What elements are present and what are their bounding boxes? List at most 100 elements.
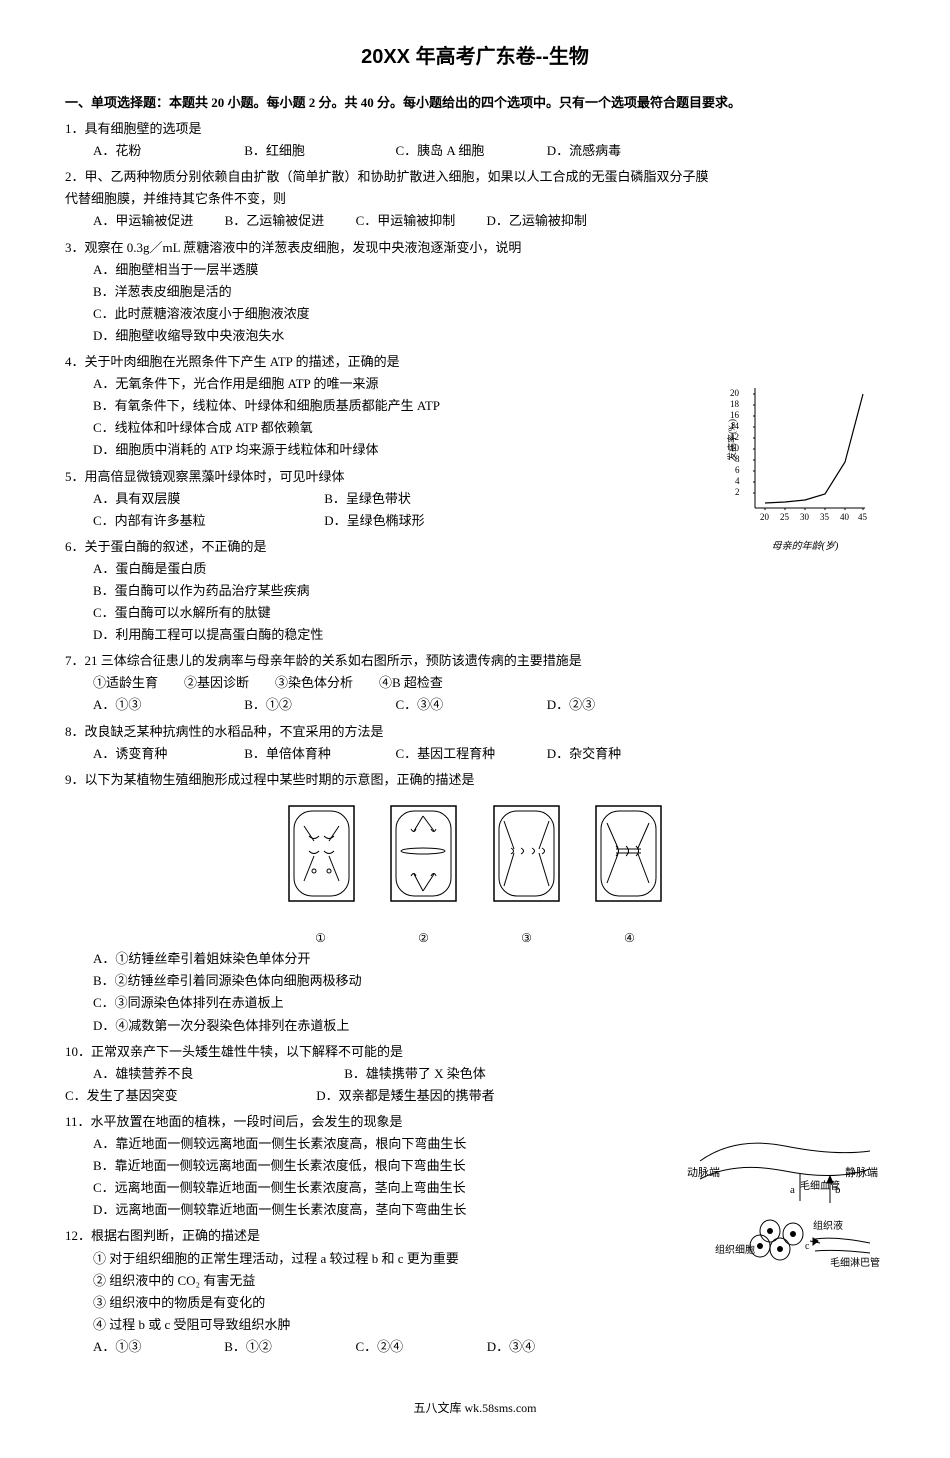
q-text: 关于叶肉细胞在光照条件下产生 ATP 的描述，正确的是 [85, 354, 400, 369]
svg-text:45: 45 [858, 512, 868, 522]
footer: 五八文库 wk.58sms.com [65, 1398, 885, 1418]
option: C．②④ [356, 1336, 456, 1358]
option: D．流感病毒 [547, 140, 621, 162]
svg-text:35: 35 [820, 512, 830, 522]
option: C．发生了基因突变 [65, 1085, 285, 1107]
q-text: 水平放置在地面的植株，一段时间后，会发生的现象是 [91, 1114, 403, 1129]
option: C．此时蔗糖溶液浓度小于细胞液浓度 [93, 303, 449, 325]
option: B．雄犊携带了 X 染色体 [344, 1063, 486, 1085]
q-num: 5． [65, 469, 85, 484]
svg-text:a: a [790, 1184, 795, 1196]
option: B．洋葱表皮细胞是活的 [93, 281, 449, 303]
label-vein: 静脉端 [845, 1165, 878, 1179]
svg-text:20: 20 [760, 512, 770, 522]
option: B．②纺锤丝牵引着同源染色体向细胞两极移动 [93, 970, 885, 992]
option: C．甲运输被抑制 [356, 210, 456, 232]
q-num: 2． [65, 169, 85, 184]
q-num: 12． [65, 1228, 91, 1243]
question-9: 9．以下为某植物生殖细胞形成过程中某些时期的示意图，正确的描述是 [65, 769, 885, 1037]
option: A．雄犊营养不良 [93, 1063, 313, 1085]
page-title: 20XX 年高考广东卷--生物 [65, 40, 885, 74]
option: C．③④ [396, 694, 516, 716]
q-text: 以下为某植物生殖细胞形成过程中某些时期的示意图，正确的描述是 [85, 772, 475, 787]
option: D．③④ [487, 1336, 535, 1358]
q-text: 正常双亲产下一头矮生雄性牛犊，以下解释不可能的是 [91, 1044, 403, 1059]
option: D．双亲都是矮生基因的携带者 [316, 1085, 494, 1107]
option: A．①③ [93, 694, 213, 716]
q-num: 1． [65, 121, 85, 136]
option: C．③同源染色体排列在赤道板上 [93, 992, 885, 1014]
q-num: 9． [65, 772, 85, 787]
chart-xlabel: 母亲的年龄(岁) [725, 538, 885, 555]
option: A．诱变育种 [93, 743, 213, 765]
section-header: 一、单项选择题：本题共 20 小题。每小题 2 分。共 40 分。每小题给出的四… [65, 92, 885, 114]
question-7: 7．21 三体综合征患儿的发病率与母亲年龄的关系如右图所示，预防该遗传病的主要措… [65, 650, 885, 716]
option: A．蛋白酶是蛋白质 [93, 558, 885, 580]
option: B．①② [224, 1336, 324, 1358]
cell-diagrams [65, 801, 885, 918]
option: A．①③ [93, 1336, 193, 1358]
option: C．基因工程育种 [396, 743, 516, 765]
option: B．红细胞 [244, 140, 364, 162]
question-3: 3．观察在 0.3g／mL 蔗糖溶液中的洋葱表皮细胞，发现中央液泡逐渐变小，说明… [65, 237, 885, 347]
label-artery: 动脉端 [687, 1165, 720, 1179]
option: D．呈绿色椭球形 [324, 510, 424, 532]
option: B．乙运输被促进 [225, 210, 325, 232]
question-2: 2．甲、乙两种物质分别依赖自由扩散（简单扩散）和协助扩散进入细胞，如果以人工合成… [65, 166, 885, 232]
option: A．①纺锤丝牵引着姐妹染色单体分开 [93, 948, 885, 970]
svg-text:25: 25 [780, 512, 790, 522]
q-num: 3． [65, 240, 85, 255]
sub-item: ④ 过程 b 或 c 受阻可导致组织水肿 [93, 1314, 885, 1336]
question-10: 10．正常双亲产下一头矮生雄性牛犊，以下解释不可能的是 A．雄犊营养不良 B．雄… [65, 1041, 885, 1107]
svg-text:20: 20 [730, 388, 740, 398]
option: B．单倍体育种 [244, 743, 364, 765]
chart-ylabel: 发病率(‰) [726, 419, 737, 461]
q-text: 根据右图判断，正确的描述是 [91, 1228, 260, 1243]
option: B．呈绿色带状 [324, 488, 411, 510]
q-num: 10． [65, 1044, 91, 1059]
option: C．内部有许多基粒 [93, 510, 293, 532]
svg-text:30: 30 [800, 512, 810, 522]
svg-text:16: 16 [730, 410, 740, 420]
q-text: 用高倍显微镜观察黑藻叶绿体时，可见叶绿体 [85, 469, 345, 484]
q-num: 11． [65, 1114, 91, 1129]
q-text: 改良缺乏某种抗病性的水稻品种，不宜采用的方法是 [85, 724, 384, 739]
q12-diagram: 动脉端 静脉端 a b 毛细血管 组织液 组织细胞 c 毛细淋巴管 [685, 1131, 885, 1281]
option: D．杂交育种 [547, 743, 621, 765]
svg-text:组织液: 组织液 [813, 1219, 843, 1232]
svg-text:18: 18 [730, 399, 740, 409]
option: A．细胞壁相当于一层半透膜 [93, 259, 449, 281]
q-text: 甲、乙两种物质分别依赖自由扩散（简单扩散）和协助扩散进入细胞，如果以人工合成的无… [65, 169, 709, 206]
svg-text:毛细血管: 毛细血管 [800, 1179, 840, 1192]
svg-text:c: c [805, 1241, 810, 1252]
option: A．甲运输被促进 [93, 210, 193, 232]
option: A．花粉 [93, 140, 213, 162]
q-text: 观察在 0.3g／mL 蔗糖溶液中的洋葱表皮细胞，发现中央液泡逐渐变小，说明 [85, 240, 522, 255]
option: C．蛋白酶可以水解所有的肽键 [93, 602, 885, 624]
q-text: 关于蛋白酶的叙述，不正确的是 [85, 539, 267, 554]
question-1: 1．具有细胞壁的选项是 A．花粉 B．红细胞 C．胰岛 A 细胞 D．流感病毒 [65, 118, 885, 162]
q7-items: ①适龄生育 ②基因诊断 ③染色体分析 ④B 超检查 [65, 672, 885, 694]
option: A．具有双层膜 [93, 488, 293, 510]
option: D．②③ [547, 694, 595, 716]
q-num: 4． [65, 354, 85, 369]
q-num: 8． [65, 724, 85, 739]
svg-text:40: 40 [840, 512, 850, 522]
svg-text:2: 2 [735, 487, 740, 497]
option: B．蛋白酶可以作为药品治疗某些疾病 [93, 580, 885, 602]
svg-text:6: 6 [735, 465, 740, 475]
option: D．④减数第一次分裂染色体排列在赤道板上 [93, 1015, 885, 1037]
q7-chart: 20 18 16 14 12 10 8 6 4 2 20 25 30 35 40… [725, 378, 885, 555]
svg-text:4: 4 [735, 476, 740, 486]
cell-labels: ① ② ③ ④ [65, 928, 885, 948]
option: D．乙运输被抑制 [486, 210, 586, 232]
option: D．利用酶工程可以提高蛋白酶的稳定性 [93, 624, 885, 646]
question-8: 8．改良缺乏某种抗病性的水稻品种，不宜采用的方法是 A．诱变育种 B．单倍体育种… [65, 721, 885, 765]
option: C．胰岛 A 细胞 [396, 140, 516, 162]
svg-text:毛细淋巴管: 毛细淋巴管 [830, 1256, 880, 1269]
q-text: 具有细胞壁的选项是 [85, 121, 202, 136]
q-num: 6． [65, 539, 85, 554]
q-num: 7． [65, 653, 85, 668]
sub-item: ③ 组织液中的物质是有变化的 [93, 1292, 885, 1314]
q-text: 21 三体综合征患儿的发病率与母亲年龄的关系如右图所示，预防该遗传病的主要措施是 [85, 653, 582, 668]
